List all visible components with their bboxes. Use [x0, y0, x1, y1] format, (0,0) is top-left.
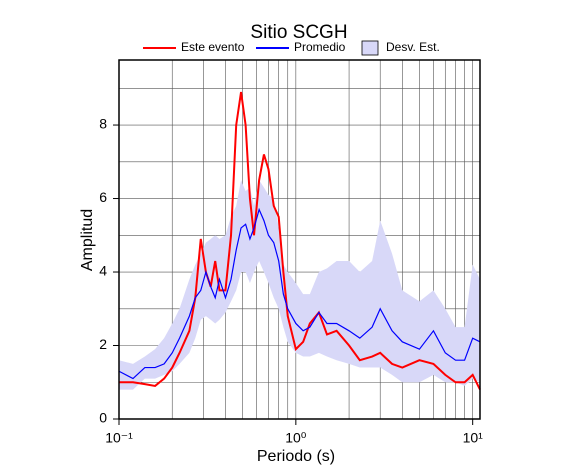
- y-tick-label: 4: [99, 263, 107, 279]
- legend-label: Desv. Est.: [386, 40, 440, 54]
- x-tick-label: 10¹: [463, 430, 484, 446]
- std-band: [119, 180, 480, 390]
- legend-label: Este evento: [181, 40, 245, 54]
- x-tick-label: 10⁻¹: [105, 430, 133, 446]
- y-tick-label: 2: [99, 336, 107, 352]
- x-axis-label: Periodo (s): [257, 448, 335, 465]
- y-tick-label: 6: [99, 189, 107, 205]
- legend-label: Promedio: [294, 40, 346, 54]
- plot-frame: [118, 59, 481, 420]
- y-tick-label: 0: [99, 410, 107, 426]
- series-line: [119, 91, 481, 391]
- series-line: [118, 207, 481, 380]
- y-axis-label: Amplitud: [79, 209, 96, 271]
- x-tick-label: 10⁰: [285, 430, 307, 446]
- chart-title: Sitio SCGH: [250, 22, 347, 43]
- y-tick-label: 8: [99, 116, 107, 132]
- legend-swatch: [361, 40, 379, 56]
